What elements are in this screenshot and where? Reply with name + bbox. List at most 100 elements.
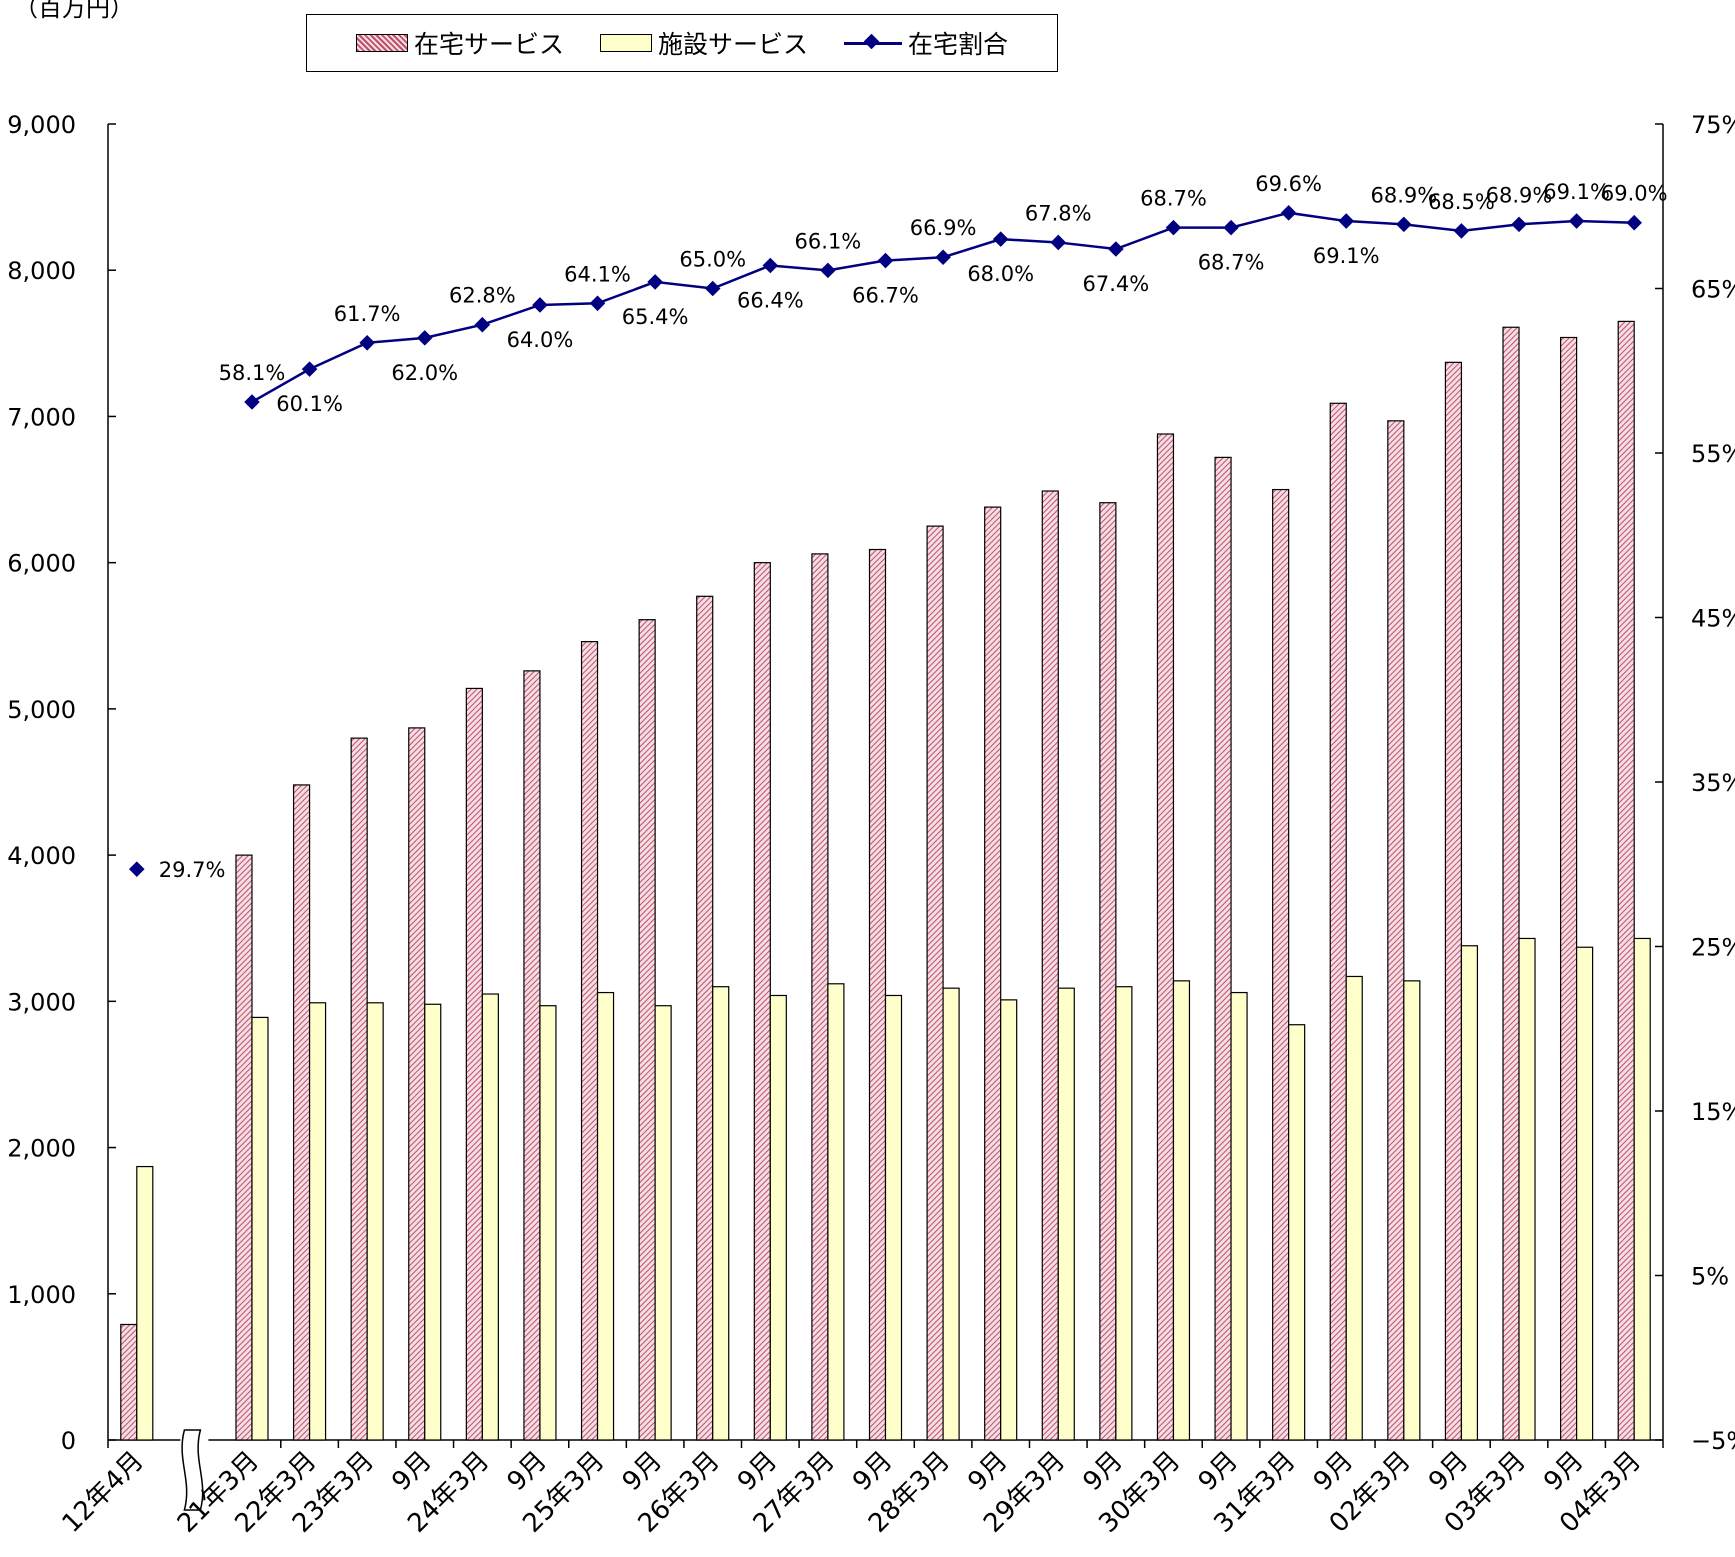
bar-zaitaku [638,619,656,1441]
y-right-tick-label: 25% [1691,934,1735,962]
bar-shisetsu [827,983,845,1441]
bar-zaitaku [120,1323,138,1441]
legend-swatch-ratio [844,34,902,52]
ratio-data-label: 64.0% [507,328,574,352]
ratio-marker [1338,213,1355,229]
ratio-data-label: 69.0% [1601,182,1668,206]
bar-zaitaku [1502,326,1520,1441]
bar-shisetsu [654,1005,672,1441]
x-tick-label: 12年4月 [57,1446,150,1539]
y-left-tick-label: 7,000 [7,403,76,431]
ratio-marker [877,252,894,269]
ratio-marker [1223,219,1239,236]
bar-zaitaku [1329,402,1347,1441]
ratio-marker [1568,213,1585,229]
ratio-marker [589,295,606,312]
bar-shisetsu [136,1165,154,1441]
y-left-tick-label: 3,000 [7,988,76,1016]
bar-zaitaku [753,562,771,1441]
bar-shisetsu [251,1016,269,1441]
y-left-tick-label: 0 [61,1427,76,1455]
bar-zaitaku [1214,456,1232,1441]
ratio-data-label: 68.0% [967,262,1034,286]
ratio-marker [1280,205,1297,221]
ratio-marker [704,280,721,297]
bar-shisetsu [712,986,730,1441]
y-left-tick-label: 9,000 [7,111,76,139]
bar-zaitaku [465,687,483,1441]
legend-item-zaitaku: 在宅サービス [355,25,564,61]
bar-shisetsu [424,1003,442,1441]
bar-zaitaku [1272,488,1290,1441]
bar-shisetsu [1345,975,1363,1441]
ratio-data-label: 29.7% [159,858,226,882]
axis-break-mark [181,1429,204,1511]
bar-shisetsu [539,1005,557,1441]
ratio-marker [532,297,548,313]
bar-shisetsu [366,1002,384,1441]
bar-shisetsu [1230,991,1248,1441]
ratio-marker [647,274,663,290]
ratio-data-label: 60.1% [276,392,343,416]
bar-zaitaku [1617,320,1635,1441]
ratio-data-label: 68.5% [1428,190,1495,214]
bar-zaitaku [1444,361,1463,1441]
bar-zaitaku [1156,433,1175,1441]
bar-zaitaku [696,595,714,1441]
legend-label-zaitaku: 在宅サービス [413,30,564,59]
y-left-tick-label: 2,000 [7,1135,76,1163]
y-left-tick-label: 1,000 [7,1281,76,1309]
ratio-data-label: 66.4% [737,288,804,312]
ratio-marker [820,262,836,279]
bar-shisetsu [1403,980,1421,1441]
bar-zaitaku [1387,420,1405,1441]
ratio-data-label: 65.4% [622,305,689,329]
ratio-marker [1108,241,1124,257]
bar-zaitaku [523,670,541,1441]
legend-swatch-shisetsu [599,34,652,52]
y-right-tick-label: 15% [1691,1098,1735,1126]
bar-shisetsu [481,993,499,1441]
bar-shisetsu [1518,937,1536,1441]
bar-shisetsu [1000,999,1018,1441]
bar-shisetsu [1057,987,1075,1441]
bar-zaitaku [408,727,426,1441]
y-right-tick-label: 35% [1691,769,1735,797]
unit-label: （百万円） [14,0,134,22]
legend-label-shisetsu: 施設サービス [657,30,808,59]
bar-zaitaku [868,548,887,1441]
legend-label-ratio: 在宅割合 [908,30,1009,59]
bar-shisetsu [1115,986,1133,1441]
ratio-data-label: 62.8% [449,284,516,308]
bar-zaitaku [1099,502,1117,1441]
ratio-marker [1511,216,1527,233]
ratio-data-label: 68.7% [1140,187,1207,211]
ratio-data-label: 62.0% [391,361,458,385]
bar-shisetsu [1172,980,1191,1441]
y-right-tick-label: 75% [1691,111,1735,139]
ratio-marker [474,316,491,333]
ratio-data-label: 58.1% [219,361,286,385]
y-left-tick-label: 5,000 [7,696,76,724]
y-right-tick-label: 55% [1691,440,1735,468]
ratio-marker [1396,216,1412,233]
ratio-data-label: 67.4% [1083,272,1150,296]
bar-zaitaku [292,784,311,1441]
ratio-data-label: 69.1% [1313,244,1380,268]
ratio-data-label: 68.7% [1198,251,1265,275]
bar-shisetsu [884,994,903,1441]
bar-shisetsu [596,991,615,1441]
y-right-tick-label: 5% [1691,1263,1729,1291]
ratio-marker [244,394,260,410]
legend-item-shisetsu: 施設サービス [599,25,808,61]
y-right-tick-label: −5% [1691,1427,1735,1455]
ratio-marker [935,249,951,266]
bar-shisetsu [308,1002,327,1441]
bar-zaitaku [1041,490,1059,1441]
y-left-tick-label: 6,000 [7,550,76,578]
bar-shisetsu [1576,946,1594,1441]
ratio-data-label: 69.1% [1543,180,1610,204]
bar-zaitaku [580,641,599,1441]
bar-zaitaku [1560,336,1578,1441]
